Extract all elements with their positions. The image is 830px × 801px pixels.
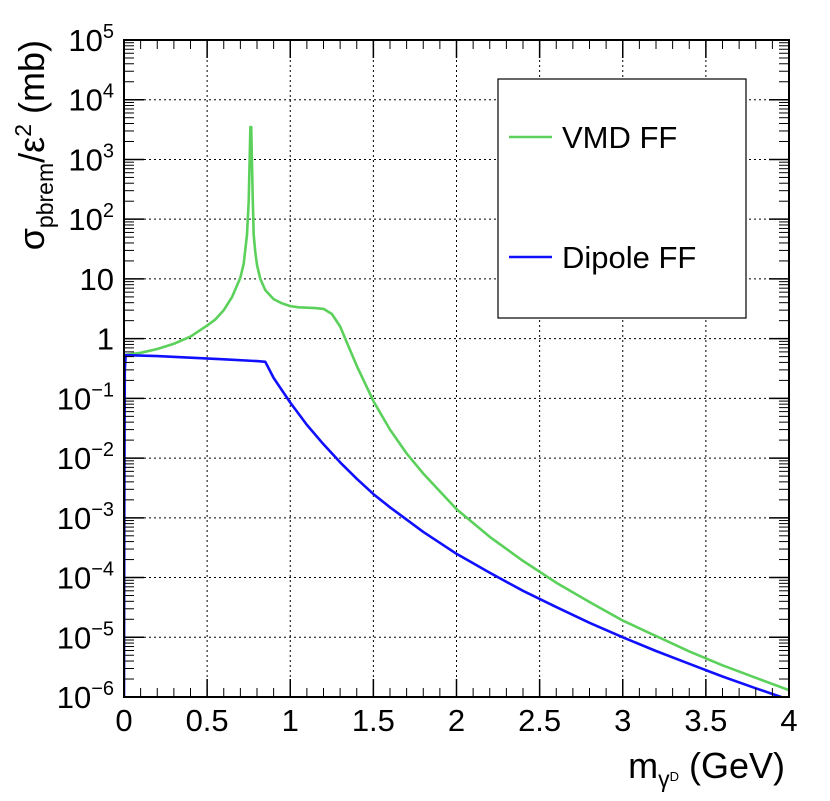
x-tick-label: 3 bbox=[614, 703, 631, 738]
y-tick-label: 103 bbox=[68, 140, 114, 177]
series-line-1 bbox=[124, 353, 786, 697]
legend-label-dipole: Dipole FF bbox=[562, 240, 696, 275]
y-tick-label: 10−4 bbox=[57, 559, 114, 596]
y-tick-label: 10−6 bbox=[57, 678, 114, 715]
y-axis-title-sigma: σ bbox=[11, 228, 52, 250]
axis-ticks bbox=[123, 39, 790, 698]
y-tick-label: 10−2 bbox=[57, 439, 114, 476]
y-tick-label: 102 bbox=[68, 200, 114, 237]
y-tick-label: 105 bbox=[68, 21, 114, 58]
y-tick-label: 104 bbox=[68, 81, 114, 118]
x-tick-label: 1.5 bbox=[352, 703, 395, 738]
legend: VMD FF Dipole FF bbox=[497, 78, 747, 319]
x-tick-label: 0.5 bbox=[186, 703, 229, 738]
x-axis-title-subsub: D bbox=[670, 769, 679, 784]
y-axis-title: σpbrem/ε2 (mb) bbox=[10, 40, 58, 250]
grid bbox=[124, 40, 789, 697]
x-axis-title-unit: (GeV) bbox=[679, 745, 785, 786]
x-tick-label: 2 bbox=[448, 703, 465, 738]
x-tick-label: 1 bbox=[282, 703, 299, 738]
x-tick-label: 2.5 bbox=[518, 703, 561, 738]
y-axis-title-sub: pbrem bbox=[32, 163, 58, 228]
y-tick-label: 10 bbox=[80, 262, 114, 297]
y-axis-title-sup: 2 bbox=[10, 124, 36, 137]
x-tick-label: 3.5 bbox=[684, 703, 727, 738]
y-tick-labels: 10−6 10−5 10−4 10−3 10−2 10−1 1 10 102 103 104 105 bbox=[57, 21, 114, 715]
series-line-0 bbox=[124, 125, 789, 692]
series-group bbox=[124, 125, 789, 697]
x-axis-title-main: m bbox=[628, 745, 658, 786]
y-tick-label: 10−5 bbox=[57, 618, 114, 655]
x-axis-title-sub: γ bbox=[658, 766, 670, 792]
legend-label-vmd: VMD FF bbox=[562, 120, 677, 155]
x-tick-labels: 0 0.5 1 1.5 2 2.5 3 3.5 4 bbox=[115, 703, 797, 738]
y-axis-title-slash: /ε bbox=[11, 137, 52, 163]
x-tick-label: 0 bbox=[115, 703, 132, 738]
y-tick-label: 10−3 bbox=[57, 499, 114, 536]
x-tick-label: 4 bbox=[780, 703, 797, 738]
x-axis-title: mγD (GeV) bbox=[628, 745, 785, 792]
y-axis-title-unit: (mb) bbox=[11, 40, 52, 124]
y-tick-label: 1 bbox=[97, 322, 114, 357]
y-tick-label: 10−1 bbox=[57, 379, 114, 416]
legend-box bbox=[497, 78, 747, 319]
